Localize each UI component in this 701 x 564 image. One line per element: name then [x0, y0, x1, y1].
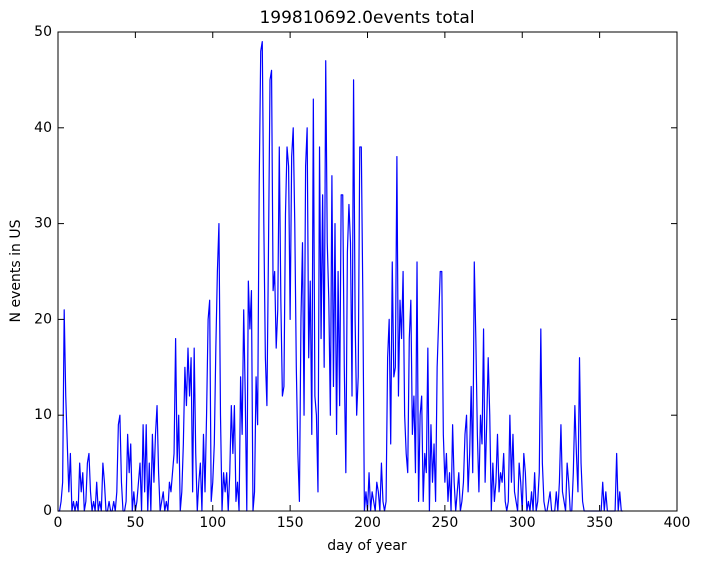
x-tick-label: 350	[586, 515, 613, 531]
data-line	[58, 40, 623, 512]
x-tick-label: 250	[432, 515, 459, 531]
y-tick-label: 0	[43, 503, 52, 519]
x-tick-label: 200	[354, 515, 381, 531]
y-tick-label: 50	[34, 24, 52, 40]
y-tick-label: 10	[34, 407, 52, 423]
y-tick-label: 40	[34, 120, 52, 136]
y-tick-label: 30	[34, 216, 52, 232]
x-tick-label: 0	[54, 515, 63, 531]
x-axis-label: day of year	[327, 538, 407, 554]
chart-title: 199810692.0events total	[259, 8, 474, 28]
y-axis-label: N events in US	[8, 219, 24, 322]
x-tick-label: 50	[126, 515, 144, 531]
x-tick-label: 400	[664, 515, 691, 531]
plot-frame	[57, 31, 678, 512]
x-tick-label: 150	[277, 515, 304, 531]
x-tick-label: 100	[199, 515, 226, 531]
x-tick-label: 300	[509, 515, 536, 531]
y-tick-label: 20	[34, 311, 52, 327]
